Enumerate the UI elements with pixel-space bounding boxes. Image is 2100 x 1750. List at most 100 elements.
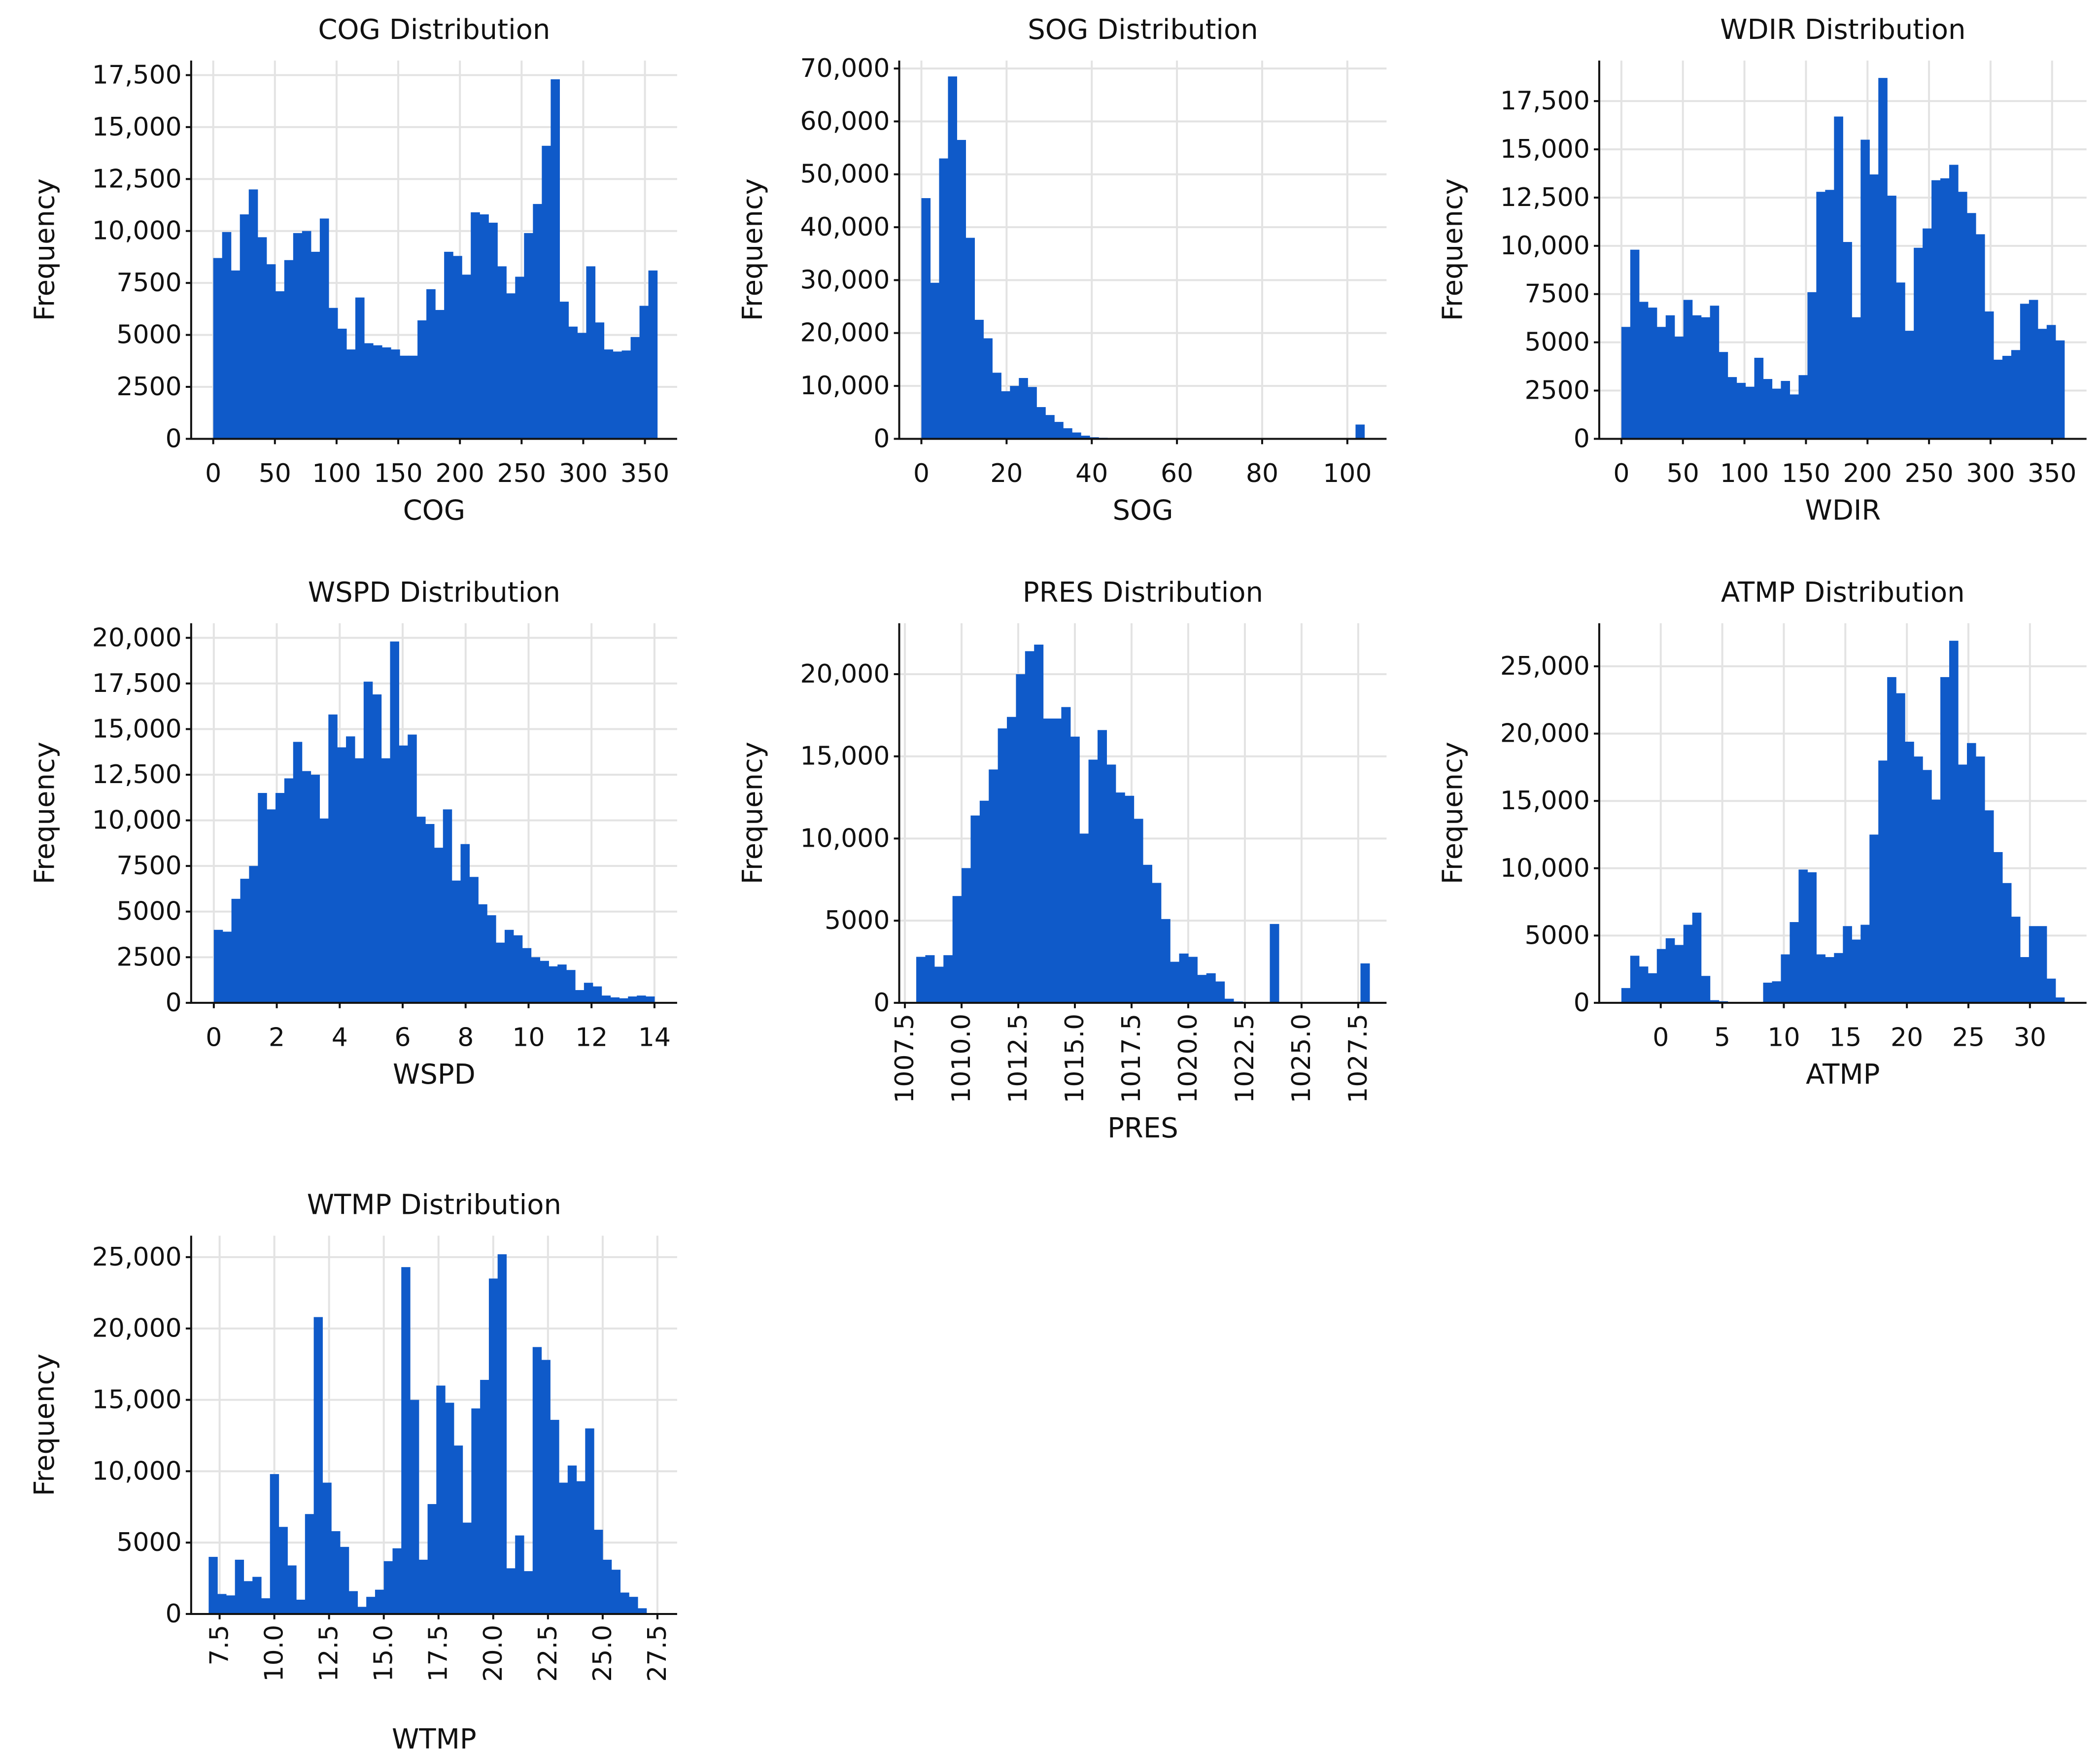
wspd-histogram-panel: 0 2 4 6 8 10 12 14 0 2500 5000 7500 10,000 12,500 15,0… bbox=[29, 577, 677, 1091]
x-tick-label: 50 bbox=[1667, 459, 1699, 488]
histogram-bar bbox=[278, 1527, 288, 1614]
y-tick-label: 20,000 bbox=[1500, 719, 1590, 749]
x-axis-label: COG bbox=[403, 494, 466, 526]
histogram-bar bbox=[1134, 819, 1143, 1003]
x-tick-label: 1027.5 bbox=[1343, 1014, 1373, 1103]
y-tick-label: 0 bbox=[166, 424, 182, 453]
histogram-bar bbox=[1010, 386, 1019, 439]
histogram-bar bbox=[1754, 357, 1764, 439]
histogram-bar bbox=[567, 1465, 577, 1614]
histogram-bar bbox=[235, 1559, 244, 1614]
wspd-bars bbox=[213, 641, 655, 1003]
x-axis-label: ATMP bbox=[1806, 1059, 1880, 1091]
atmp-histogram-panel: 0 5 10 15 20 25 30 0 5000 10,000 15,000 20,000 25,00… bbox=[1437, 577, 2087, 1091]
histogram-bar bbox=[443, 809, 452, 1003]
histogram-bar bbox=[2037, 329, 2047, 439]
x-tick-label: 10.0 bbox=[260, 1625, 289, 1682]
y-axis-label: Frequency bbox=[29, 178, 61, 321]
histogram-bar bbox=[400, 355, 409, 439]
histogram-bar bbox=[1745, 386, 1755, 439]
histogram-bar bbox=[506, 293, 516, 439]
histogram-bar bbox=[1896, 282, 1905, 439]
histogram-bar bbox=[366, 1597, 376, 1614]
histogram-bar bbox=[1665, 938, 1675, 1003]
histogram-bar bbox=[1052, 719, 1062, 1003]
histogram-bar bbox=[1958, 192, 1967, 439]
cog-x-ticks: 0 50 100 150 200 250 300 350 bbox=[205, 439, 669, 488]
histogram-bar bbox=[1869, 174, 1879, 439]
x-axis-label: WTMP bbox=[392, 1723, 477, 1750]
x-tick-label: 6 bbox=[394, 1023, 411, 1052]
y-tick-label: 12,500 bbox=[92, 760, 182, 789]
chart-title: WTMP Distribution bbox=[307, 1189, 561, 1221]
x-tick-label: 15 bbox=[1829, 1023, 1861, 1052]
chart-title: SOG Distribution bbox=[1028, 14, 1258, 46]
x-tick-label: 1025.0 bbox=[1287, 1014, 1316, 1103]
y-tick-label: 2500 bbox=[1524, 376, 1589, 406]
histogram-bar bbox=[496, 942, 505, 1003]
y-tick-label: 7500 bbox=[116, 851, 181, 881]
histogram-bar bbox=[1966, 743, 1976, 1003]
histogram-bar bbox=[531, 957, 541, 1003]
histogram-bar bbox=[1115, 792, 1125, 1003]
histogram-bar bbox=[1825, 190, 1834, 439]
histogram-bar bbox=[549, 966, 558, 1003]
histogram-bar bbox=[1993, 359, 2003, 439]
histogram-bar bbox=[1674, 945, 1684, 1003]
histogram-bar bbox=[1816, 954, 1825, 1003]
histogram-bar bbox=[1816, 192, 1825, 439]
histogram-bar bbox=[1719, 352, 1728, 439]
x-tick-label: 60 bbox=[1161, 459, 1193, 488]
histogram-bar bbox=[541, 1360, 551, 1614]
wtmp-x-ticks: 7.5 10.0 12.5 15.0 17.5 20.0 22.5 25.0 27.5 bbox=[205, 1613, 672, 1682]
x-tick-label: 0 bbox=[206, 1023, 222, 1052]
histogram-bar bbox=[559, 302, 569, 439]
histogram-bar bbox=[576, 1481, 585, 1614]
histogram-bar bbox=[319, 218, 329, 439]
y-tick-label: 5000 bbox=[116, 1528, 181, 1557]
histogram-bar bbox=[1736, 382, 1746, 439]
y-tick-label: 25,000 bbox=[1500, 652, 1590, 681]
x-tick-label: 5 bbox=[1714, 1023, 1730, 1052]
histogram-bar bbox=[310, 251, 320, 439]
chart-title: WSPD Distribution bbox=[308, 577, 560, 609]
y-tick-label: 0 bbox=[873, 988, 890, 1018]
histogram-bar bbox=[1179, 953, 1189, 1003]
histogram-bar bbox=[364, 343, 374, 439]
x-tick-label: 17.5 bbox=[424, 1625, 453, 1682]
wspd-x-ticks: 0 2 4 6 8 10 12 14 bbox=[206, 1002, 671, 1052]
x-tick-label: 0 bbox=[205, 459, 221, 488]
x-tick-label: 1010.0 bbox=[947, 1014, 976, 1103]
histogram-bar bbox=[1639, 966, 1649, 1003]
x-tick-label: 250 bbox=[1904, 459, 1953, 488]
y-tick-label: 20,000 bbox=[800, 318, 890, 348]
x-tick-label: 30 bbox=[2014, 1023, 2046, 1052]
histogram-bar bbox=[925, 955, 935, 1003]
histogram-bar bbox=[1360, 963, 1370, 1003]
histogram-bar bbox=[322, 1482, 332, 1614]
x-tick-label: 1012.5 bbox=[1003, 1014, 1033, 1103]
histogram-bar bbox=[1079, 833, 1089, 1003]
histogram-bar bbox=[524, 233, 533, 439]
histogram-bar bbox=[1648, 308, 1657, 439]
histogram-bar bbox=[1097, 730, 1107, 1003]
histogram-bar bbox=[557, 964, 567, 1003]
histogram-bar bbox=[1701, 317, 1711, 439]
histogram-bar bbox=[2029, 300, 2038, 439]
x-tick-label: 150 bbox=[374, 459, 422, 488]
sog-histogram-panel: 0 20 40 60 80 100 0 10,000 20,000 30,000 40,000 50,… bbox=[737, 14, 1387, 526]
x-tick-label: 200 bbox=[436, 459, 484, 488]
y-tick-label: 2500 bbox=[116, 942, 181, 972]
histogram-bar bbox=[1188, 957, 1198, 1003]
histogram-bar bbox=[266, 264, 276, 439]
histogram-bar bbox=[592, 986, 602, 1003]
histogram-bar bbox=[408, 734, 417, 1003]
histogram-bar bbox=[240, 214, 249, 439]
histogram-bar bbox=[409, 355, 418, 439]
histogram-bar bbox=[943, 955, 953, 1003]
histogram-bar bbox=[1142, 864, 1152, 1003]
histogram-bar bbox=[1763, 982, 1773, 1003]
histogram-bar bbox=[983, 338, 993, 439]
histogram-bar bbox=[2011, 917, 2021, 1003]
x-tick-label: 1015.0 bbox=[1060, 1014, 1090, 1103]
